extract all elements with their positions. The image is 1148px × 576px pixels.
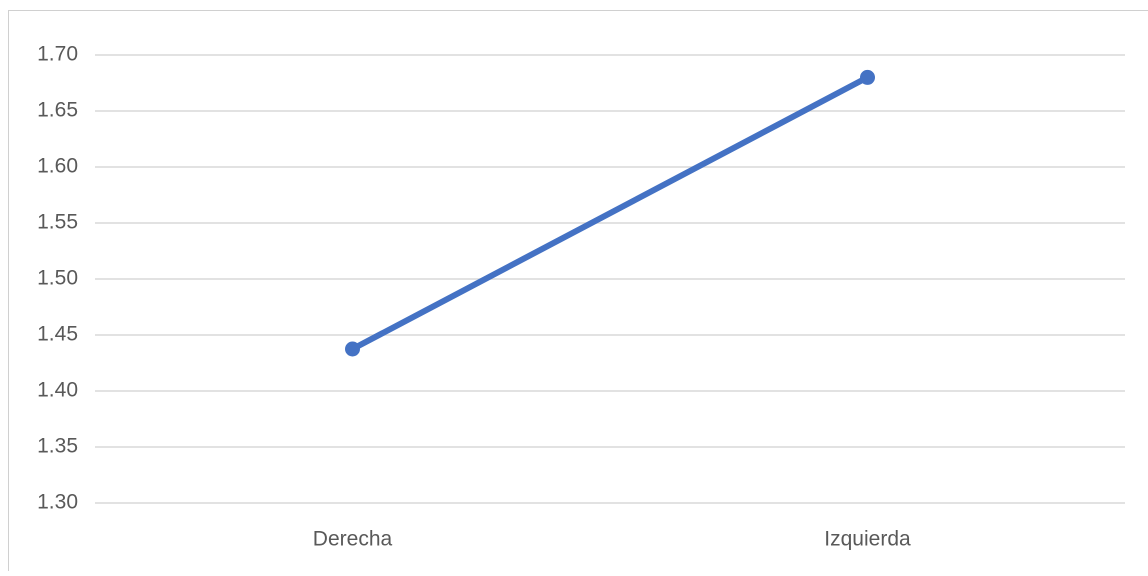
y-tick-label: 1.70 [37, 43, 78, 66]
x-tick-label: Izquierda [824, 528, 911, 551]
y-tick-label: 1.55 [37, 211, 78, 234]
point [860, 70, 875, 85]
y-tick-label: 1.40 [37, 379, 78, 402]
y-tick-label: 1.60 [37, 155, 78, 178]
y-tick-label: 1.35 [37, 435, 78, 458]
y-tick-label: 1.50 [37, 267, 78, 290]
point [345, 342, 360, 357]
y-tick-label: 1.65 [37, 99, 78, 122]
y-tick-label: 1.30 [37, 491, 78, 514]
x-tick-label: Derecha [313, 528, 393, 551]
y-tick-label: 1.45 [37, 323, 78, 346]
chart-border [9, 11, 1148, 572]
